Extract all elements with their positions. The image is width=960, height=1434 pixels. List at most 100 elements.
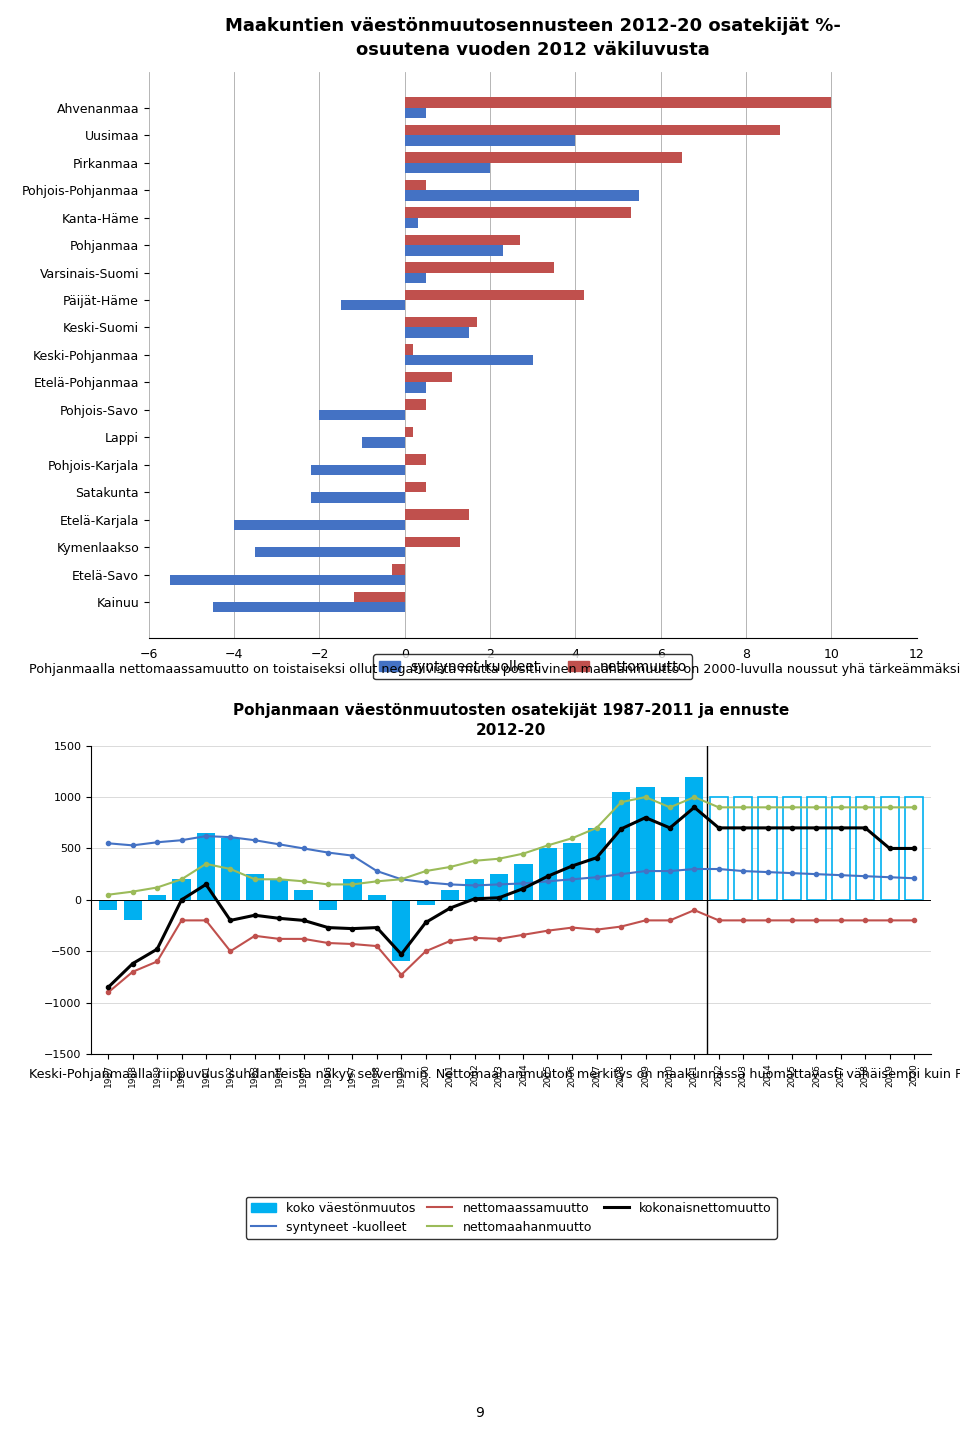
Bar — [905, 797, 924, 901]
nettomaahanmuutto — [347, 876, 358, 893]
Bar — [405, 135, 575, 146]
Bar — [405, 509, 468, 519]
Bar — [405, 179, 426, 191]
nettomaassamuutto — [566, 919, 578, 936]
nettomaahanmuutto — [786, 799, 798, 816]
syntyneet -kuolleet — [908, 869, 920, 886]
Bar — [709, 797, 728, 901]
nettomaahanmuutto — [323, 876, 334, 893]
nettomaahanmuutto — [127, 883, 138, 901]
syntyneet -kuolleet — [201, 827, 212, 845]
Bar — [319, 901, 337, 911]
Bar — [170, 575, 405, 585]
syntyneet -kuolleet — [517, 875, 529, 892]
nettomaassamuutto — [225, 942, 236, 959]
Bar — [341, 300, 405, 310]
kokonaisnettomuutto — [249, 906, 260, 923]
Bar — [405, 290, 584, 300]
nettomaahanmuutto — [859, 799, 871, 816]
Bar — [392, 564, 405, 575]
Line: nettomaassamuutto: nettomaassamuutto — [107, 908, 916, 994]
nettomaassamuutto — [835, 912, 847, 929]
kokonaisnettomuutto — [396, 945, 407, 962]
nettomaassamuutto — [517, 926, 529, 944]
Bar — [405, 163, 491, 174]
Bar — [588, 827, 606, 901]
Line: kokonaisnettomuutto: kokonaisnettomuutto — [107, 806, 916, 989]
Bar — [405, 356, 533, 366]
Bar — [221, 837, 240, 901]
Bar — [344, 879, 362, 901]
Line: nettomaahanmuutto: nettomaahanmuutto — [107, 794, 916, 896]
nettomaassamuutto — [859, 912, 871, 929]
nettomaahanmuutto — [762, 799, 774, 816]
kokonaisnettomuutto — [468, 891, 480, 908]
Bar — [782, 797, 802, 901]
syntyneet -kuolleet — [396, 870, 407, 888]
Bar — [515, 863, 533, 901]
nettomaassamuutto — [176, 912, 187, 929]
Bar — [295, 889, 313, 901]
Bar — [405, 245, 503, 255]
kokonaisnettomuutto — [908, 840, 920, 858]
Bar — [173, 879, 191, 901]
nettomaahanmuutto — [493, 850, 505, 868]
syntyneet -kuolleet — [884, 869, 896, 886]
nettomaahanmuutto — [249, 870, 260, 888]
Bar — [405, 235, 520, 245]
nettomaassamuutto — [639, 912, 651, 929]
syntyneet -kuolleet — [298, 840, 309, 858]
nettomaassamuutto — [420, 942, 431, 959]
syntyneet -kuolleet — [737, 862, 749, 879]
nettomaassamuutto — [810, 912, 822, 929]
nettomaassamuutto — [323, 935, 334, 952]
kokonaisnettomuutto — [713, 819, 725, 836]
nettomaahanmuutto — [517, 845, 529, 862]
kokonaisnettomuutto — [639, 809, 651, 826]
Bar — [539, 849, 557, 901]
Bar — [417, 901, 435, 905]
Text: Keski-Pohjanmaalla riippuvuus suhdanteista näkyy selvemmin. Nettomaahanmuuton me: Keski-Pohjanmaalla riippuvuus suhdanteis… — [29, 1068, 960, 1081]
nettomaahanmuutto — [152, 879, 163, 896]
syntyneet -kuolleet — [810, 866, 822, 883]
kokonaisnettomuutto — [688, 799, 700, 816]
kokonaisnettomuutto — [762, 819, 774, 836]
kokonaisnettomuutto — [517, 880, 529, 898]
kokonaisnettomuutto — [152, 941, 163, 958]
nettomaahanmuutto — [542, 837, 554, 855]
Bar — [405, 152, 683, 163]
nettomaassamuutto — [688, 902, 700, 919]
nettomaahanmuutto — [688, 789, 700, 806]
Bar — [405, 383, 426, 393]
syntyneet -kuolleet — [664, 862, 676, 879]
Bar — [405, 344, 414, 354]
kokonaisnettomuutto — [201, 876, 212, 893]
kokonaisnettomuutto — [737, 819, 749, 836]
Text: 9: 9 — [475, 1405, 485, 1420]
Bar — [880, 797, 899, 901]
Bar — [466, 879, 484, 901]
kokonaisnettomuutto — [298, 912, 309, 929]
nettomaahanmuutto — [444, 859, 456, 876]
Bar — [405, 455, 426, 465]
Text: Pohjanmaalla nettomaassamuutto on toistaiseksi ollut negatiivista mutta positiiv: Pohjanmaalla nettomaassamuutto on toista… — [29, 663, 960, 675]
Bar — [405, 98, 831, 108]
Bar — [612, 792, 631, 901]
Bar — [405, 536, 460, 546]
nettomaassamuutto — [493, 931, 505, 948]
Bar — [197, 833, 215, 901]
syntyneet -kuolleet — [274, 836, 285, 853]
kokonaisnettomuutto — [493, 889, 505, 906]
nettomaassamuutto — [298, 931, 309, 948]
Bar — [320, 410, 405, 420]
Bar — [405, 427, 414, 437]
syntyneet -kuolleet — [566, 870, 578, 888]
kokonaisnettomuutto — [420, 913, 431, 931]
nettomaassamuutto — [396, 967, 407, 984]
Bar — [660, 797, 679, 901]
kokonaisnettomuutto — [347, 921, 358, 938]
syntyneet -kuolleet — [323, 845, 334, 862]
kokonaisnettomuutto — [274, 909, 285, 926]
nettomaassamuutto — [274, 931, 285, 948]
nettomaassamuutto — [127, 964, 138, 981]
